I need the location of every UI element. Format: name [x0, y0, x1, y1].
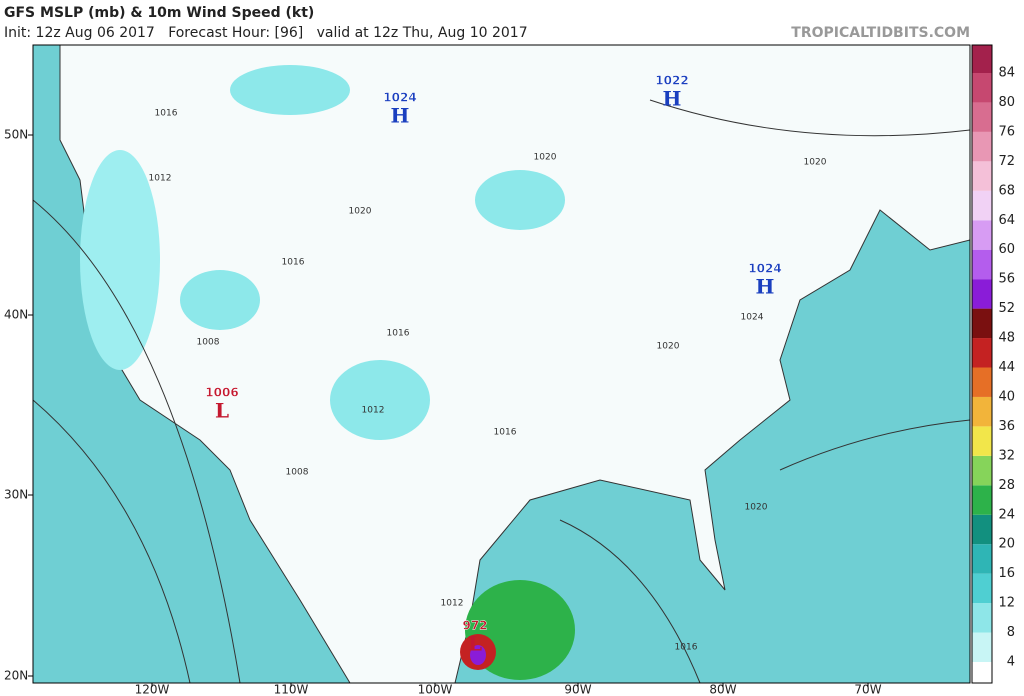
- isobar-label: 1008: [286, 468, 309, 478]
- colorbar-segment: [972, 455, 992, 486]
- pressure-letter: L: [215, 399, 229, 423]
- isobar-label: 1020: [657, 342, 680, 352]
- colorbar-segment: [972, 102, 992, 132]
- colorbar-segment: [972, 573, 992, 604]
- pressure-value: 1024: [383, 91, 416, 105]
- colorbar-label: 4: [1007, 655, 1015, 670]
- colorbar-segment: [972, 396, 992, 427]
- longitude-label: 90W: [564, 683, 591, 696]
- longitude-label: 80W: [709, 683, 736, 696]
- map-frame: [32, 44, 971, 684]
- isobar-label: 1012: [362, 406, 385, 416]
- colorbar-label: 16: [998, 566, 1015, 581]
- longitude-label: 120W: [135, 683, 170, 696]
- pressure-letter: H: [756, 275, 775, 299]
- land: [59, 44, 971, 684]
- colorbar-segment: [972, 279, 992, 309]
- wind-shade: [330, 360, 430, 440]
- colorbar-label: 52: [998, 301, 1015, 316]
- colorbar-segment: [972, 338, 992, 368]
- colorbar-label: 20: [998, 537, 1015, 552]
- colorbar-label: 28: [998, 478, 1015, 493]
- colorbar-label: 72: [998, 154, 1015, 169]
- wind-shade: [80, 150, 160, 370]
- pressure-value: 1022: [655, 74, 688, 88]
- colorbar-label: 80: [998, 95, 1015, 110]
- colorbar-label: 76: [998, 124, 1015, 139]
- colorbar-segment: [972, 220, 992, 250]
- storm-eye: [470, 645, 486, 665]
- pressure-value: 972: [462, 619, 487, 633]
- longitude-label: 110W: [274, 683, 309, 696]
- colorbar-segment: [972, 426, 992, 456]
- colorbar-segment: [972, 485, 992, 515]
- latitude-label: 50N: [4, 128, 28, 142]
- pressure-letter: L: [468, 632, 482, 656]
- colorbar-label: 24: [998, 507, 1015, 522]
- colorbar-segment: [972, 632, 992, 662]
- isobar-label: 1008: [197, 338, 220, 348]
- colorbar-frame: [971, 44, 993, 684]
- pressure-value: 1024: [748, 262, 781, 276]
- longitude-label: 70W: [854, 683, 881, 696]
- isobar-label: 1020: [804, 158, 827, 168]
- colorbar-segment: [972, 131, 992, 162]
- colorbar-segment: [972, 544, 992, 574]
- wind-shade: [475, 170, 565, 230]
- colorbar-label: 44: [998, 360, 1015, 375]
- wind-shade: [180, 270, 260, 330]
- colorbar-segment: [972, 367, 992, 397]
- latitude-label: 40N: [4, 308, 28, 322]
- colorbar-segment: [972, 190, 992, 221]
- pressure-value: 1006: [205, 386, 238, 400]
- colorbar-label: 32: [998, 448, 1015, 463]
- isobar-label: 1016: [675, 643, 698, 653]
- isobar-label: 1020: [534, 153, 557, 163]
- colorbar-segment: [972, 308, 992, 339]
- latitude-label: 20N: [4, 669, 28, 683]
- pressure-letter: H: [663, 87, 682, 111]
- isobar-label: 1016: [494, 428, 517, 438]
- colorbar-segment: [972, 514, 992, 545]
- subtitle: Init: 12z Aug 06 2017 Forecast Hour: [96…: [4, 25, 528, 41]
- isobar-label: 1020: [745, 503, 768, 513]
- latitude-label: 30N: [4, 488, 28, 502]
- colorbar-label: 8: [1007, 625, 1015, 640]
- colorbar-segment: [972, 603, 992, 633]
- isobar-label: 1020: [349, 207, 372, 217]
- colorbar-label: 40: [998, 389, 1015, 404]
- colorbar-segment: [972, 73, 992, 103]
- map-area: [32, 44, 971, 684]
- colorbar-segment: [972, 45, 992, 73]
- longitude-label: 100W: [418, 683, 453, 696]
- colorbar-label: 56: [998, 272, 1015, 287]
- isobar-label: 1012: [441, 599, 464, 609]
- isobar-label: 1016: [282, 258, 305, 268]
- isobar-label: 1016: [387, 329, 410, 339]
- isobar-label: 1024: [741, 313, 764, 323]
- colorbar-label: 36: [998, 419, 1015, 434]
- colorbar-segment: [972, 249, 992, 280]
- colorbar-segment: [972, 161, 992, 191]
- isobar: [32, 99, 971, 684]
- isobar-label: 1012: [149, 174, 172, 184]
- site-credit: TROPICALTIDBITS.COM: [791, 25, 970, 41]
- colorbar-label: 68: [998, 183, 1015, 198]
- pressure-letter: H: [391, 104, 410, 128]
- colorbar-segment: [972, 662, 992, 683]
- wind-shade: [230, 65, 350, 115]
- colorbar-label: 48: [998, 331, 1015, 346]
- isobar-label: 1016: [155, 109, 178, 119]
- colorbar-label: 84: [998, 66, 1015, 81]
- title: GFS MSLP (mb) & 10m Wind Speed (kt): [4, 5, 314, 21]
- colorbar-label: 12: [998, 596, 1015, 611]
- colorbar-label: 64: [998, 213, 1015, 228]
- colorbar-label: 60: [998, 242, 1015, 257]
